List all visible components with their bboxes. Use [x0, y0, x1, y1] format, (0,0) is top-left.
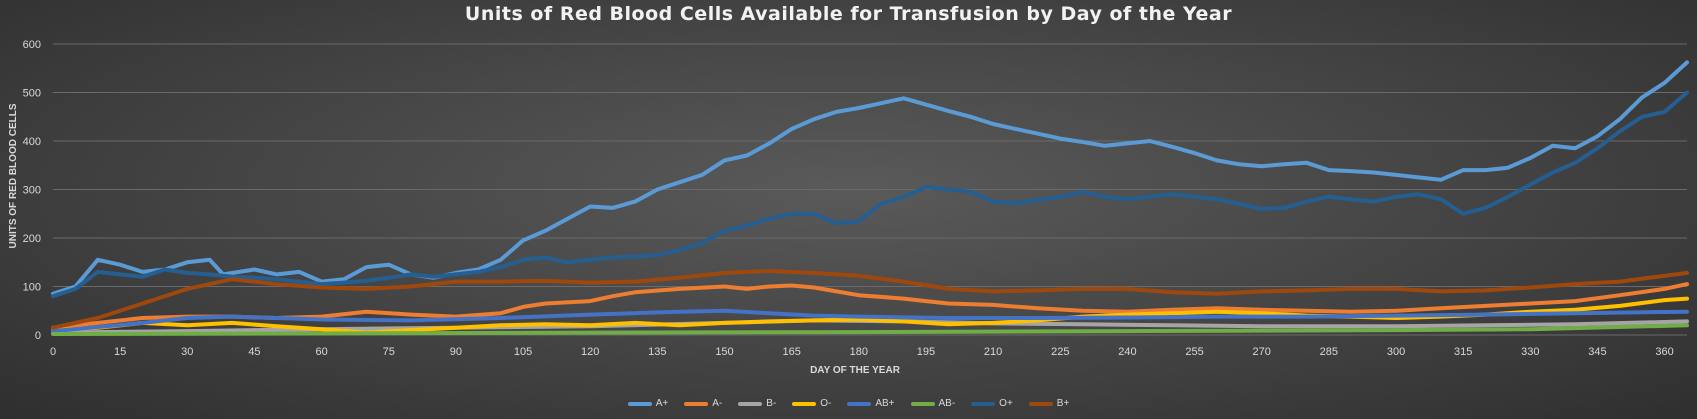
x-tick-label: 30	[181, 346, 193, 358]
y-tick-label: 300	[23, 185, 41, 197]
legend-item[interactable]: B-	[738, 398, 776, 409]
x-tick-label: 180	[850, 346, 868, 358]
series-line-b-negpos	[51, 269, 1689, 330]
legend-item[interactable]: AB-	[910, 398, 956, 409]
x-tick-label: 240	[1118, 346, 1136, 358]
y-tick-label: 500	[23, 88, 41, 100]
x-tick-label: 60	[315, 346, 327, 358]
series-lines	[51, 60, 1689, 336]
legend-item[interactable]: A+	[627, 398, 669, 409]
legend-label: AB-	[938, 398, 956, 409]
gridlines	[53, 43, 1687, 336]
legend-swatch	[971, 401, 996, 406]
legend-swatch	[738, 401, 763, 406]
x-tick-label: 165	[782, 346, 800, 358]
x-tick-label: 195	[917, 346, 935, 358]
x-tick-label: 0	[50, 346, 56, 358]
x-tick-label: 15	[114, 346, 126, 358]
y-tick-label: 200	[23, 233, 41, 245]
y-tick-label: 100	[23, 282, 41, 294]
y-tick-label: 600	[23, 39, 41, 51]
x-tick-label: 360	[1655, 346, 1673, 358]
x-tick-label: 150	[715, 346, 733, 358]
x-tick-label: 75	[383, 346, 395, 358]
legend-label: AB+	[875, 398, 895, 409]
legend-swatch	[847, 401, 872, 406]
legend-item[interactable]: B+	[1028, 398, 1070, 409]
chart-title: Units of Red Blood Cells Available for T…	[464, 3, 1233, 25]
series-line-a-negpos	[51, 60, 1689, 296]
axis-ticks: 0 100 200 300 400 500 600 0 15 30 45 60 75 90 105 120 13…	[23, 39, 1674, 358]
x-axis-title: DAY OF THE YEAR	[810, 365, 901, 376]
y-axis-title: UNITS OF RED BLOOD CELLS	[8, 103, 19, 248]
legend-item[interactable]: AB+	[847, 398, 895, 409]
legend: A+ A- B- O- AB+ AB- O+ B+	[0, 398, 1697, 409]
y-tick-label: 400	[23, 136, 41, 148]
legend-item[interactable]: A-	[684, 398, 722, 409]
x-tick-label: 270	[1253, 346, 1271, 358]
x-tick-label: 285	[1320, 346, 1338, 358]
x-tick-label: 225	[1051, 346, 1069, 358]
x-tick-label: 135	[648, 346, 666, 358]
x-tick-label: 315	[1454, 346, 1472, 358]
legend-swatch	[910, 401, 935, 406]
legend-swatch	[684, 401, 709, 406]
legend-swatch	[627, 401, 652, 406]
x-tick-label: 90	[450, 346, 462, 358]
legend-label: O+	[999, 398, 1013, 409]
x-tick-label: 255	[1185, 346, 1203, 358]
x-tick-label: 330	[1521, 346, 1539, 358]
legend-label: O-	[820, 398, 832, 409]
x-tick-label: 45	[248, 346, 260, 358]
legend-label: A+	[655, 398, 669, 409]
x-tick-label: 345	[1588, 346, 1606, 358]
legend-label: B+	[1056, 398, 1070, 409]
legend-swatch	[792, 401, 817, 406]
series-line-o-negpos	[51, 90, 1689, 299]
legend-item[interactable]: O-	[792, 398, 831, 409]
series-line-ab-negpos	[51, 308, 1689, 334]
y-tick-label: 0	[35, 330, 41, 342]
legend-label: B-	[766, 398, 777, 409]
legend-swatch	[1028, 401, 1053, 406]
x-tick-label: 300	[1387, 346, 1405, 358]
x-tick-label: 120	[581, 346, 599, 358]
x-tick-label: 105	[514, 346, 532, 358]
x-tick-label: 210	[984, 346, 1002, 358]
legend-item[interactable]: O+	[971, 398, 1013, 409]
series-line-a-neg	[51, 282, 1689, 330]
series-line-ab-neg	[51, 323, 1689, 336]
legend-label: A-	[712, 398, 723, 409]
